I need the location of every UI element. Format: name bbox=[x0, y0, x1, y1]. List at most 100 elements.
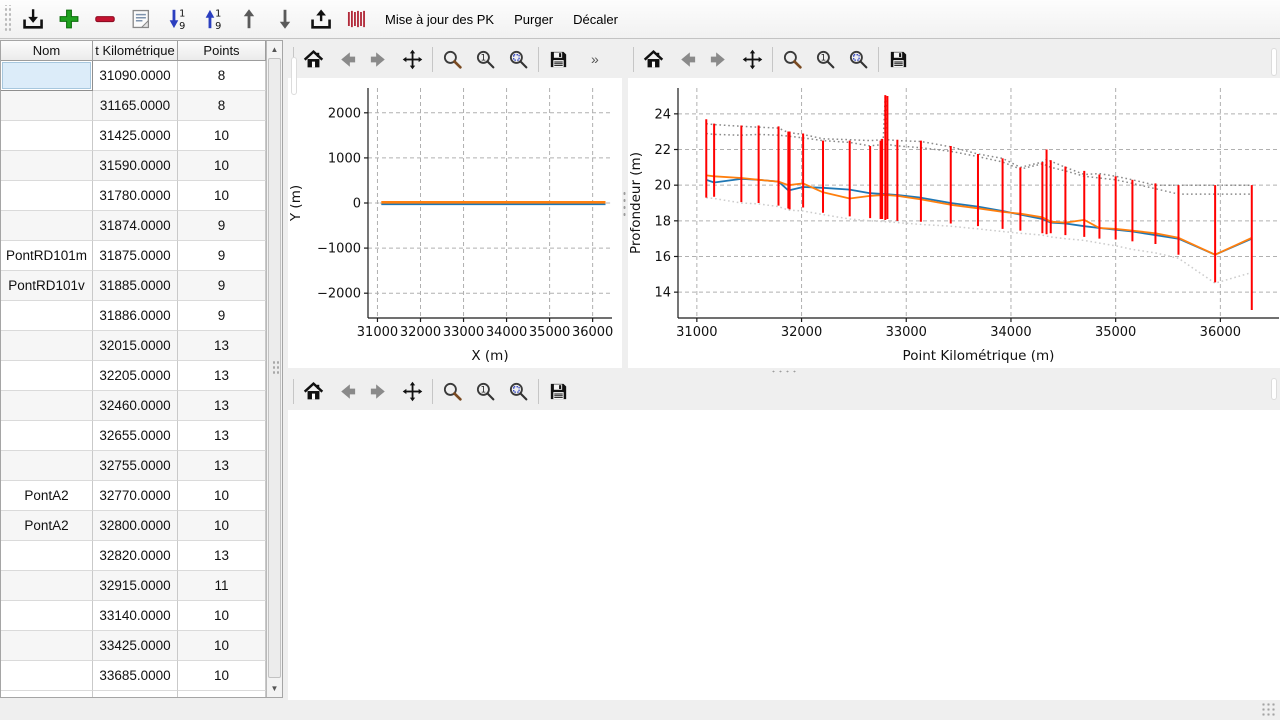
cell-points[interactable]: 10 bbox=[178, 631, 266, 661]
table-row[interactable]: 32755.0000 13 bbox=[1, 451, 266, 481]
table-row[interactable]: 31886.0000 9 bbox=[1, 301, 266, 331]
forward-button[interactable] bbox=[364, 44, 395, 74]
sort-ascending-button[interactable] bbox=[159, 2, 195, 36]
cell-points[interactable]: 13 bbox=[178, 331, 266, 361]
forward-button[interactable] bbox=[704, 44, 735, 74]
cell-nom[interactable] bbox=[1, 151, 93, 181]
zoom-select-button[interactable] bbox=[503, 376, 534, 406]
profiles-button[interactable] bbox=[339, 2, 375, 36]
save-button[interactable] bbox=[543, 44, 574, 74]
remove-row-button[interactable] bbox=[87, 2, 123, 36]
cell-nom[interactable] bbox=[1, 541, 93, 571]
cell-pk[interactable]: 32755.0000 bbox=[93, 451, 178, 481]
zoom-button[interactable] bbox=[437, 376, 468, 406]
cell-pk[interactable]: 31780.0000 bbox=[93, 181, 178, 211]
pan-button[interactable] bbox=[737, 44, 768, 74]
cell-points[interactable] bbox=[178, 691, 266, 697]
table-row[interactable]: 31874.0000 9 bbox=[1, 211, 266, 241]
table-row[interactable]: 32655.0000 13 bbox=[1, 421, 266, 451]
cell-nom[interactable] bbox=[1, 421, 93, 451]
toolbar-overflow-button[interactable]: » bbox=[591, 51, 599, 67]
cell-pk[interactable]: 31874.0000 bbox=[93, 211, 178, 241]
forward-button[interactable] bbox=[364, 376, 395, 406]
cell-editor[interactable] bbox=[1, 61, 93, 91]
save-button[interactable] bbox=[883, 44, 914, 74]
home-button[interactable] bbox=[638, 44, 669, 74]
cell-pk[interactable]: 32770.0000 bbox=[93, 481, 178, 511]
column-header-nom[interactable]: Nom bbox=[1, 41, 93, 61]
cell-points[interactable]: 13 bbox=[178, 541, 266, 571]
cell-nom[interactable] bbox=[1, 661, 93, 691]
table-row[interactable]: 32820.0000 13 bbox=[1, 541, 266, 571]
cell-pk[interactable]: 33425.0000 bbox=[93, 631, 178, 661]
export-button[interactable] bbox=[303, 2, 339, 36]
table-row[interactable]: PontRD101m 31875.0000 9 bbox=[1, 241, 266, 271]
profil-chart[interactable]: 31000 32000 33000 34000 35000 36000 14 16 18 20 22… bbox=[628, 78, 1280, 368]
table-row[interactable]: 31165.0000 8 bbox=[1, 91, 266, 121]
cell-nom[interactable] bbox=[1, 181, 93, 211]
cell-pk[interactable]: 32205.0000 bbox=[93, 361, 178, 391]
table-row[interactable]: 31590.0000 10 bbox=[1, 151, 266, 181]
cell-nom[interactable] bbox=[1, 361, 93, 391]
cell-points[interactable]: 8 bbox=[178, 61, 266, 91]
back-button[interactable] bbox=[671, 44, 702, 74]
table-row[interactable]: 33685.0000 10 bbox=[1, 661, 266, 691]
notes-button[interactable] bbox=[123, 2, 159, 36]
zoom-button[interactable] bbox=[777, 44, 808, 74]
cell-pk[interactable]: 31885.0000 bbox=[93, 271, 178, 301]
column-header-point-kilometrique[interactable]: t Kilométrique bbox=[93, 41, 178, 61]
zoom-one-button[interactable] bbox=[470, 44, 501, 74]
table-row[interactable]: 31780.0000 10 bbox=[1, 181, 266, 211]
cell-pk[interactable]: 31425.0000 bbox=[93, 121, 178, 151]
table-row[interactable] bbox=[1, 691, 266, 697]
table-row[interactable]: PontA2 32800.0000 10 bbox=[1, 511, 266, 541]
cell-pk[interactable]: 32915.0000 bbox=[93, 571, 178, 601]
cell-pk[interactable]: 31875.0000 bbox=[93, 241, 178, 271]
cell-points[interactable]: 10 bbox=[178, 121, 266, 151]
horizontal-splitter-handle[interactable] bbox=[770, 369, 800, 374]
zoom-one-button[interactable] bbox=[810, 44, 841, 74]
table-row[interactable]: 32205.0000 13 bbox=[1, 361, 266, 391]
column-header-points[interactable]: Points bbox=[178, 41, 266, 61]
cell-pk[interactable] bbox=[93, 691, 178, 697]
save-button[interactable] bbox=[543, 376, 574, 406]
cell-pk[interactable]: 32015.0000 bbox=[93, 331, 178, 361]
cell-nom[interactable] bbox=[1, 331, 93, 361]
table-row[interactable]: 33140.0000 10 bbox=[1, 601, 266, 631]
cell-pk[interactable]: 32460.0000 bbox=[93, 391, 178, 421]
bottom-empty-canvas[interactable] bbox=[288, 410, 1280, 700]
table-row[interactable]: 31090.0000 8 bbox=[1, 61, 266, 91]
cell-nom[interactable] bbox=[1, 301, 93, 331]
cell-nom[interactable] bbox=[1, 121, 93, 151]
cell-nom[interactable]: PontRD101v bbox=[1, 271, 93, 301]
toolbar-grip[interactable] bbox=[3, 5, 11, 33]
home-button[interactable] bbox=[298, 376, 329, 406]
cell-pk[interactable]: 31886.0000 bbox=[93, 301, 178, 331]
back-button[interactable] bbox=[331, 44, 362, 74]
shift-button[interactable]: Décaler bbox=[563, 2, 628, 36]
back-button[interactable] bbox=[331, 376, 362, 406]
cell-nom[interactable] bbox=[1, 211, 93, 241]
cell-pk[interactable]: 33685.0000 bbox=[93, 661, 178, 691]
cell-points[interactable]: 10 bbox=[178, 601, 266, 631]
cell-points[interactable]: 10 bbox=[178, 661, 266, 691]
cell-nom[interactable] bbox=[1, 631, 93, 661]
table-row[interactable]: PontA2 32770.0000 10 bbox=[1, 481, 266, 511]
cell-points[interactable]: 13 bbox=[178, 361, 266, 391]
cell-points[interactable]: 10 bbox=[178, 481, 266, 511]
cell-nom[interactable] bbox=[1, 391, 93, 421]
cell-points[interactable]: 9 bbox=[178, 271, 266, 301]
purge-button[interactable]: Purger bbox=[504, 2, 563, 36]
cell-points[interactable]: 9 bbox=[178, 301, 266, 331]
zoom-button[interactable] bbox=[437, 44, 468, 74]
cell-nom[interactable]: PontA2 bbox=[1, 481, 93, 511]
table-row[interactable]: 32915.0000 11 bbox=[1, 571, 266, 601]
cell-pk[interactable]: 33140.0000 bbox=[93, 601, 178, 631]
cell-points[interactable]: 9 bbox=[178, 211, 266, 241]
scroll-down-button[interactable]: ▼ bbox=[267, 681, 282, 696]
add-row-button[interactable] bbox=[51, 2, 87, 36]
cell-pk[interactable]: 31090.0000 bbox=[93, 61, 178, 91]
update-pk-button[interactable]: Mise à jour des PK bbox=[375, 2, 504, 36]
scroll-up-button[interactable]: ▲ bbox=[267, 42, 282, 57]
table-row[interactable]: 32015.0000 13 bbox=[1, 331, 266, 361]
